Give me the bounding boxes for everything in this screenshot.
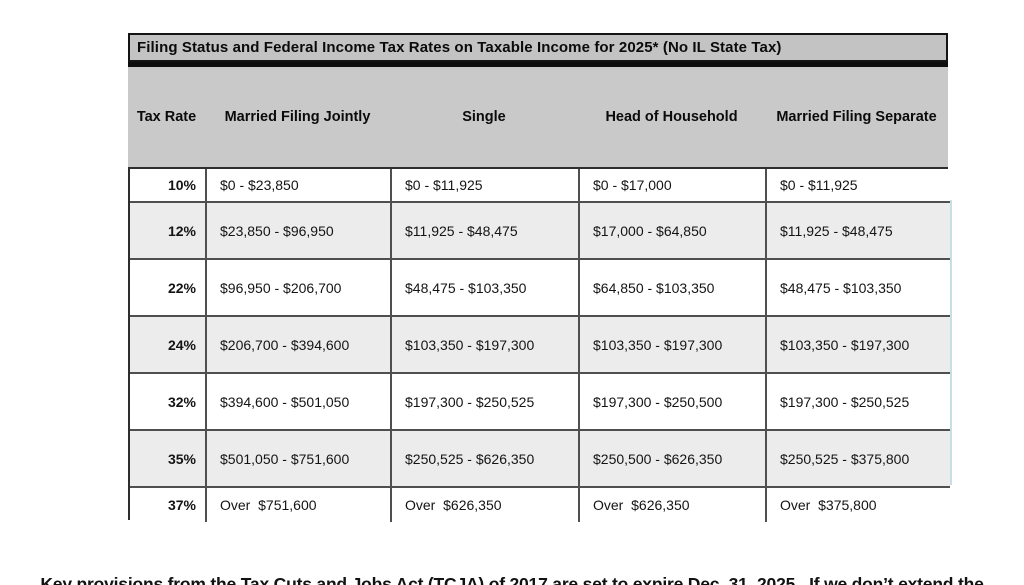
hoh-bracket-cell: $0 - $17,000 [580,169,767,203]
column-header-head-of-household: Head of Household [605,109,738,125]
mfs-bracket-cell: $197,300 - $250,525 [767,374,950,431]
hoh-bracket-cell: $197,300 - $250,500 [580,374,767,431]
title-divider-rule [128,62,948,67]
mfs-bracket-cell: $48,475 - $103,350 [767,260,950,317]
tax-rate-cell: 24% [130,317,207,374]
mfs-bracket-cell: $250,525 - $375,800 [767,431,950,488]
tax-rate-cell: 37% [130,488,207,522]
column-header-single: Single [462,109,506,125]
single-bracket-cell: $197,300 - $250,525 [392,374,580,431]
tcja-expiration-note: Key provisions from the Tax Cuts and Job… [0,527,1024,585]
hoh-bracket-cell: $250,500 - $626,350 [580,431,767,488]
single-bracket-cell: $11,925 - $48,475 [392,203,580,260]
single-bracket-cell: $103,350 - $197,300 [392,317,580,374]
mfs-bracket-cell: Over $375,800 [767,488,950,522]
tax-rate-cell: 35% [130,431,207,488]
mfs-bracket-cell: $0 - $11,925 [767,169,950,203]
tax-rate-cell: 12% [130,203,207,260]
mfs-bracket-cell: $103,350 - $197,300 [767,317,950,374]
mfj-bracket-cell: $394,600 - $501,050 [207,374,392,431]
single-bracket-cell: $250,525 - $626,350 [392,431,580,488]
mfs-bracket-cell: $11,925 - $48,475 [767,203,950,260]
hoh-bracket-cell: $103,350 - $197,300 [580,317,767,374]
tax-bracket-table: 10% $0 - $23,850 $0 - $11,925 $0 - $17,0… [128,167,950,522]
column-header-row: Tax Rate Married Filing Jointly Single H… [128,67,948,167]
hoh-bracket-cell: Over $626,350 [580,488,767,522]
table-right-accent-line [950,200,952,485]
mfj-bracket-cell: $501,050 - $751,600 [207,431,392,488]
single-bracket-cell: $0 - $11,925 [392,169,580,203]
table-title: Filing Status and Federal Income Tax Rat… [128,33,948,62]
tax-rate-cell: 10% [130,169,207,203]
column-header-married-filing-separate: Married Filing Separate [776,109,937,125]
hoh-bracket-cell: $64,850 - $103,350 [580,260,767,317]
mfj-bracket-cell: $96,950 - $206,700 [207,260,392,317]
column-header-tax-rate: Tax Rate [136,109,197,125]
tax-rate-cell: 22% [130,260,207,317]
tax-rate-cell: 32% [130,374,207,431]
single-bracket-cell: Over $626,350 [392,488,580,522]
hoh-bracket-cell: $17,000 - $64,850 [580,203,767,260]
mfj-bracket-cell: $23,850 - $96,950 [207,203,392,260]
column-header-married-filing-jointly: Married Filing Jointly [224,109,371,125]
mfj-bracket-cell: $0 - $23,850 [207,169,392,203]
mfj-bracket-cell: $206,700 - $394,600 [207,317,392,374]
mfj-bracket-cell: Over $751,600 [207,488,392,522]
single-bracket-cell: $48,475 - $103,350 [392,260,580,317]
tcja-note-line-1: Key provisions from the Tax Cuts and Job… [40,574,984,585]
